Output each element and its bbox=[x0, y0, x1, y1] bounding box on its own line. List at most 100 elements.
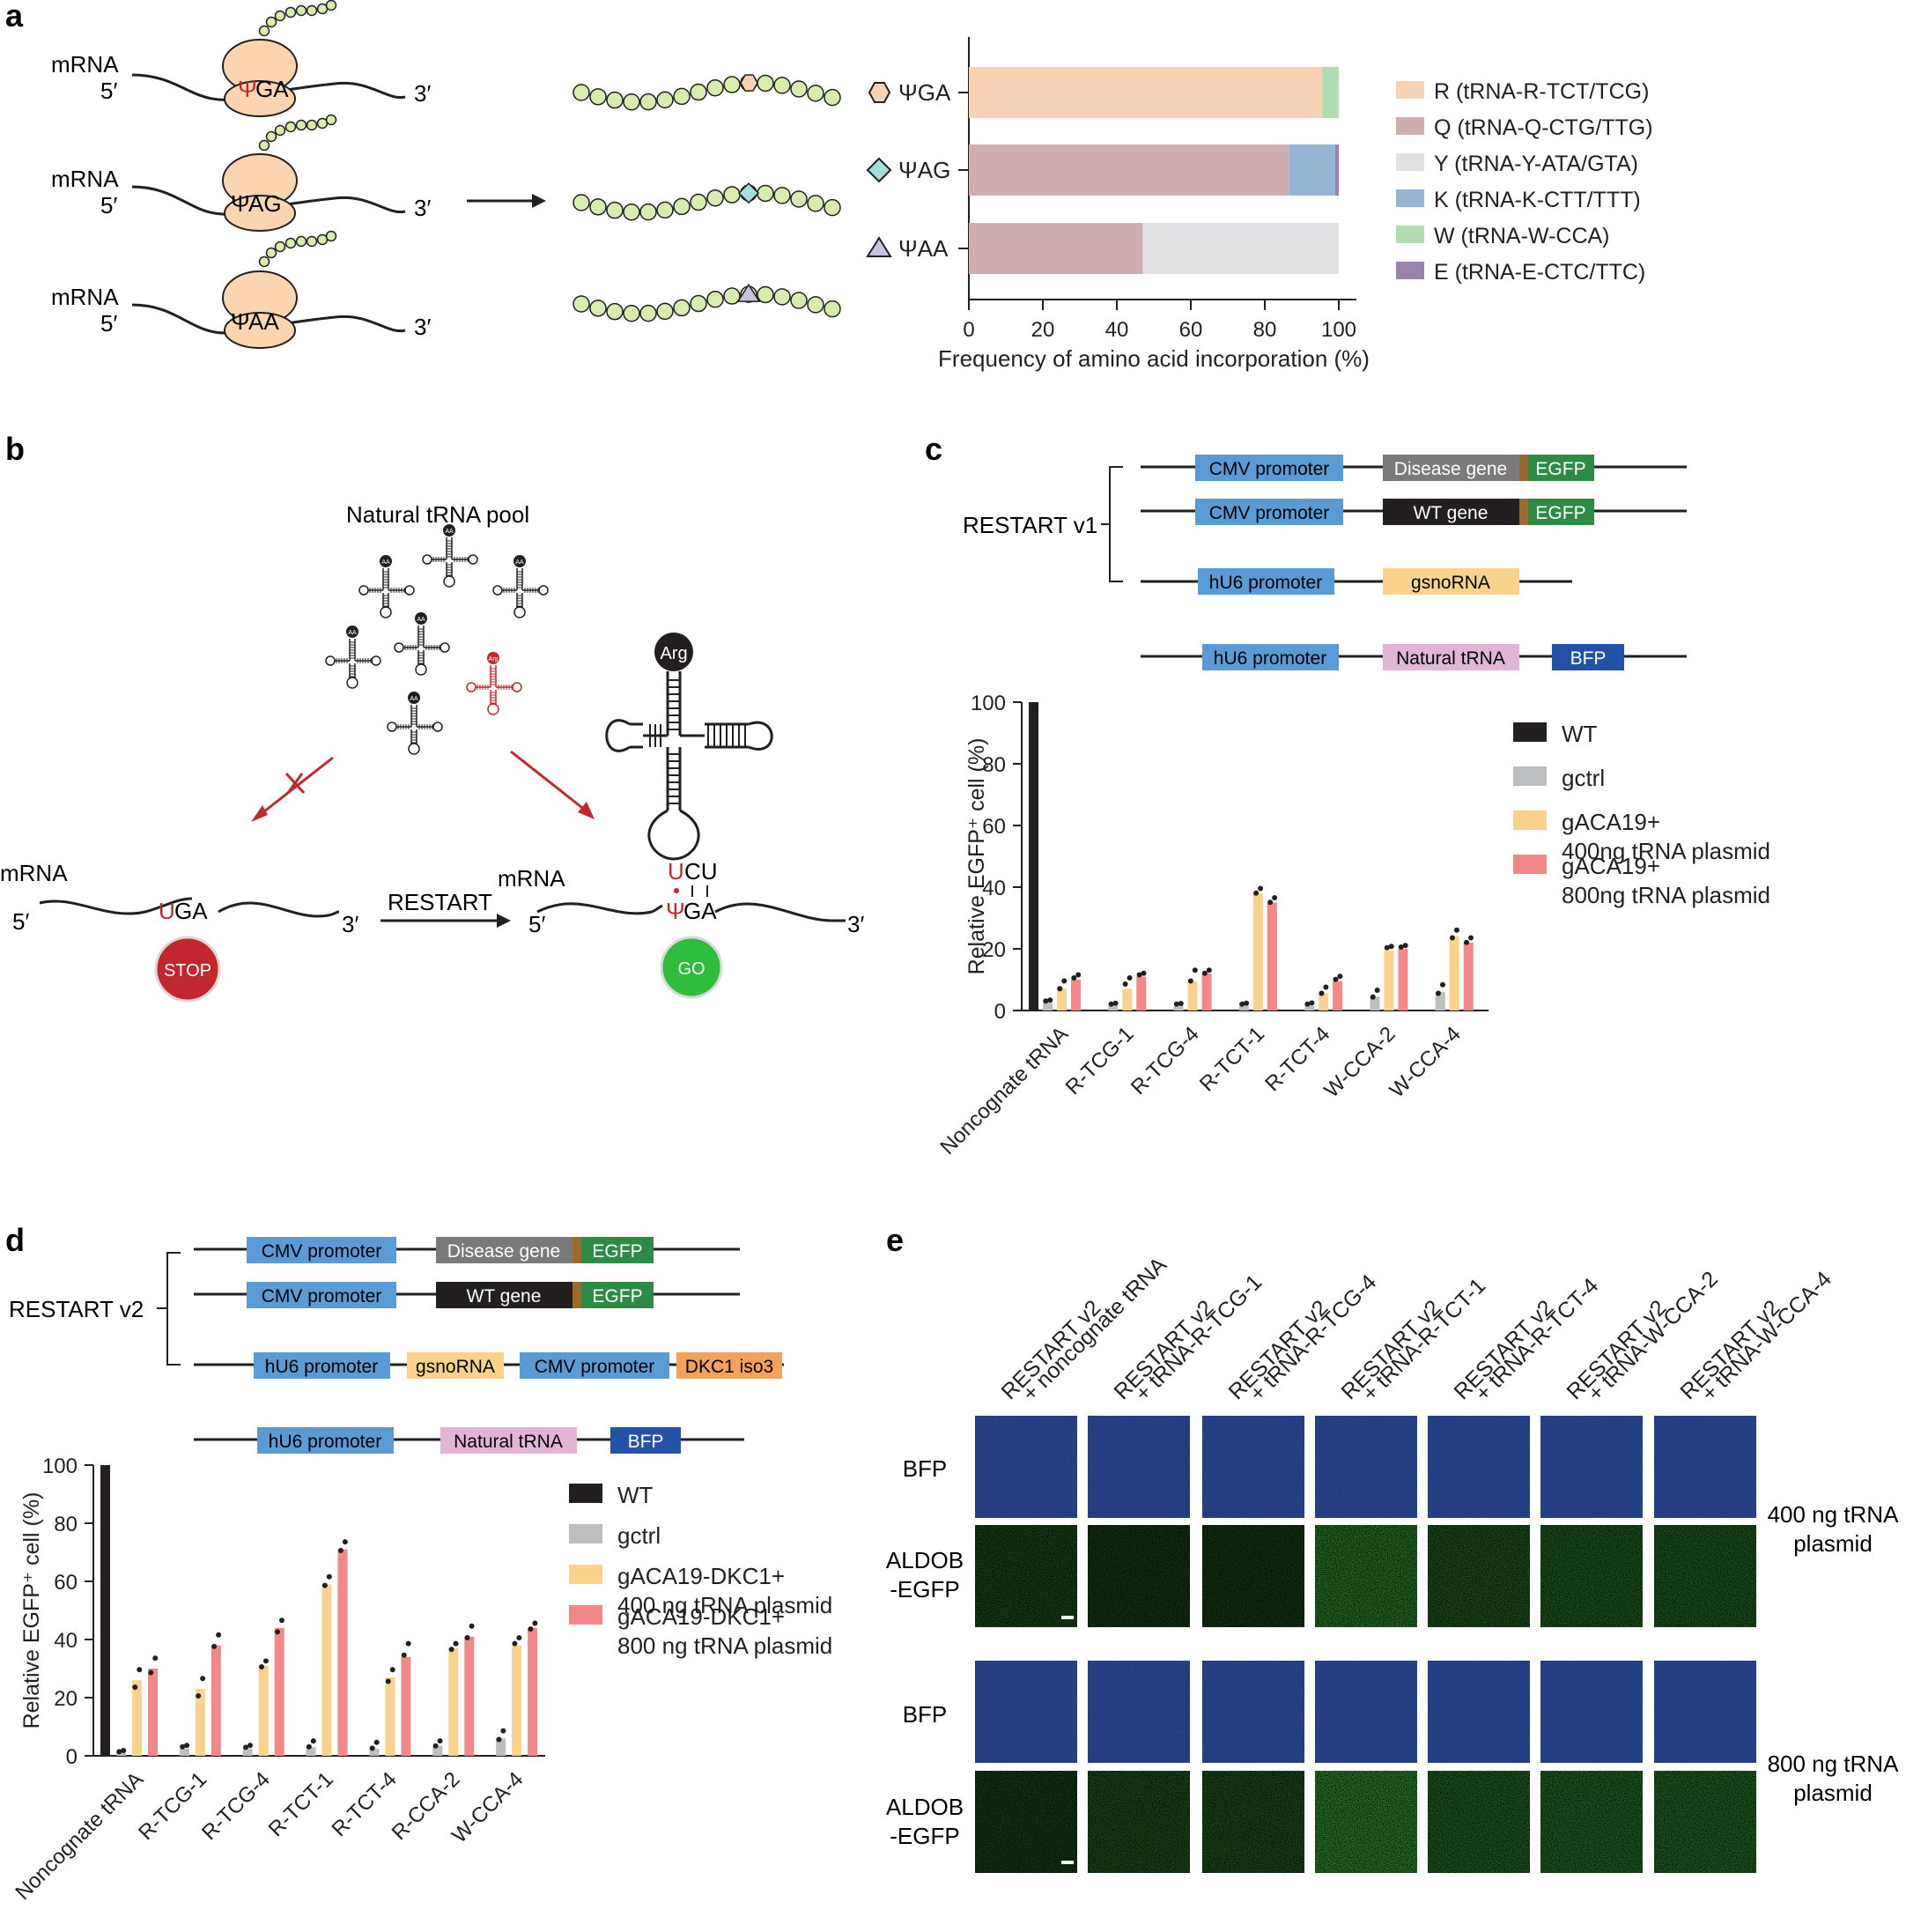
egfp-label: EGFP bbox=[592, 1286, 642, 1307]
data-point bbox=[369, 1745, 375, 1751]
anticodon-loop bbox=[513, 606, 526, 618]
amino-acid-bead bbox=[656, 201, 674, 219]
stop-label: STOP bbox=[164, 961, 211, 981]
data-point bbox=[469, 1623, 475, 1629]
data-point bbox=[211, 1643, 218, 1649]
bfp-texture bbox=[1315, 1661, 1417, 1763]
dkc1-label: DKC1 iso3 bbox=[685, 1357, 773, 1377]
amino-acid-bead bbox=[673, 197, 691, 216]
bar bbox=[1201, 973, 1212, 1010]
bar bbox=[306, 1747, 316, 1756]
data-point bbox=[1453, 927, 1459, 933]
trna-small-icon: AA bbox=[358, 555, 415, 618]
bar bbox=[432, 1745, 443, 1756]
bfp-texture bbox=[1315, 1416, 1417, 1518]
data-point bbox=[432, 1743, 439, 1749]
bar bbox=[1304, 1005, 1315, 1010]
y-tick-label: 100 bbox=[42, 1455, 78, 1478]
data-point bbox=[453, 1640, 459, 1647]
bfp-texture bbox=[1654, 1416, 1756, 1518]
legend-label: K (tRNA-K-CTT/TTT) bbox=[1434, 188, 1641, 212]
amino-acid-bead bbox=[773, 288, 791, 306]
egfp-label: EGFP bbox=[592, 1241, 642, 1262]
bar-segment bbox=[969, 223, 1143, 274]
legend-label: Q (tRNA-Q-CTG/TTG) bbox=[1434, 115, 1653, 140]
amino-acid-bead bbox=[623, 305, 640, 322]
amino-acid-bead bbox=[723, 186, 741, 204]
data-point bbox=[148, 1669, 154, 1676]
amino-acid-badge bbox=[408, 692, 420, 704]
bar-segment bbox=[1142, 223, 1339, 274]
panel-letter-a: a bbox=[5, 0, 24, 33]
legend-swatch bbox=[1513, 811, 1547, 830]
natural-trna-label: Natural tRNA bbox=[1396, 648, 1505, 669]
condition-label-400-sub: plasmid bbox=[1793, 1530, 1873, 1557]
bar bbox=[528, 1627, 538, 1756]
amino-acid-badge bbox=[415, 612, 427, 625]
bar bbox=[1449, 936, 1459, 1010]
amino-acid-bead bbox=[284, 237, 297, 249]
legend-swatch bbox=[1396, 226, 1424, 243]
amino-acid-bead bbox=[606, 91, 624, 109]
data-point bbox=[1122, 981, 1128, 987]
data-point bbox=[1464, 939, 1470, 945]
data-point bbox=[1061, 978, 1068, 984]
legend-swatch bbox=[1513, 766, 1547, 786]
cmv-promoter-label: CMV promoter bbox=[1209, 459, 1330, 479]
data-point bbox=[1384, 944, 1390, 951]
data-point bbox=[516, 1635, 522, 1640]
bfp-texture bbox=[1428, 1416, 1530, 1518]
scale-bar bbox=[1061, 1861, 1074, 1864]
bar bbox=[148, 1669, 158, 1756]
selected-arrow-icon bbox=[510, 750, 587, 812]
legend-label: gACA19-DKC1+ bbox=[617, 1603, 785, 1630]
amino-acid-bead bbox=[573, 194, 590, 211]
amino-acid-bead bbox=[258, 139, 270, 152]
data-point bbox=[1304, 1001, 1311, 1007]
egfp-texture bbox=[975, 1525, 1077, 1627]
legend-label: gctrl bbox=[617, 1522, 661, 1549]
amino-acid-bead bbox=[690, 83, 707, 101]
bar bbox=[116, 1752, 126, 1756]
data-point bbox=[196, 1693, 202, 1699]
bar bbox=[321, 1584, 332, 1756]
cmv-promoter-label: CMV promoter bbox=[535, 1357, 655, 1377]
x-tick-label: 40 bbox=[1105, 318, 1129, 342]
bfp-texture bbox=[1540, 1661, 1643, 1763]
data-point bbox=[373, 1739, 380, 1745]
legend-swatch bbox=[569, 1524, 602, 1543]
panel-a-diagram: mRNA 5′ Ψ GA 3′ mRNA 5′ Ψ AG 3′ mRNA 5′ … bbox=[51, 0, 841, 349]
chart-a: ΨGA ΨAG ΨAA 0 20 40 60 80 100 Frequency of amino … bbox=[866, 37, 1653, 372]
data-point bbox=[326, 1573, 332, 1580]
data-point bbox=[306, 1743, 312, 1750]
panel-letter-e: e bbox=[886, 1222, 904, 1258]
panel-e-microscopy: BFP ALDOB -EGFP BFP ALDOB -EGFP 400 ng t… bbox=[886, 1252, 1899, 1873]
egfp-texture bbox=[1315, 1525, 1417, 1627]
data-point bbox=[342, 1539, 348, 1545]
codon-ga: GA bbox=[683, 898, 717, 924]
data-point bbox=[1388, 944, 1394, 950]
data-point bbox=[184, 1743, 190, 1749]
bar bbox=[369, 1748, 380, 1756]
bar bbox=[385, 1677, 395, 1756]
data-point bbox=[1075, 972, 1082, 978]
loop bbox=[387, 722, 397, 732]
amino-acid-bead bbox=[773, 187, 791, 204]
gsnorna-box bbox=[1383, 568, 1519, 595]
natural-trna-pool-label: Natural tRNA pool bbox=[346, 501, 529, 528]
amino-acid-bead bbox=[589, 88, 607, 106]
y-tick-label: 0 bbox=[66, 1745, 78, 1769]
loop bbox=[432, 722, 443, 732]
amino-acid-bead bbox=[690, 193, 707, 211]
data-point bbox=[1253, 890, 1260, 896]
amino-acid-bead bbox=[623, 93, 640, 111]
amino-acid-badge bbox=[513, 555, 526, 567]
data-point bbox=[180, 1743, 186, 1750]
amino-acid-bead bbox=[606, 201, 624, 219]
amino-acid-bead bbox=[706, 291, 724, 308]
bfp-texture bbox=[1202, 1416, 1304, 1518]
loop bbox=[492, 585, 503, 596]
data-point bbox=[275, 1629, 281, 1635]
natural-trna-box bbox=[1383, 644, 1519, 670]
three-prime-label: 3′ bbox=[414, 314, 431, 340]
